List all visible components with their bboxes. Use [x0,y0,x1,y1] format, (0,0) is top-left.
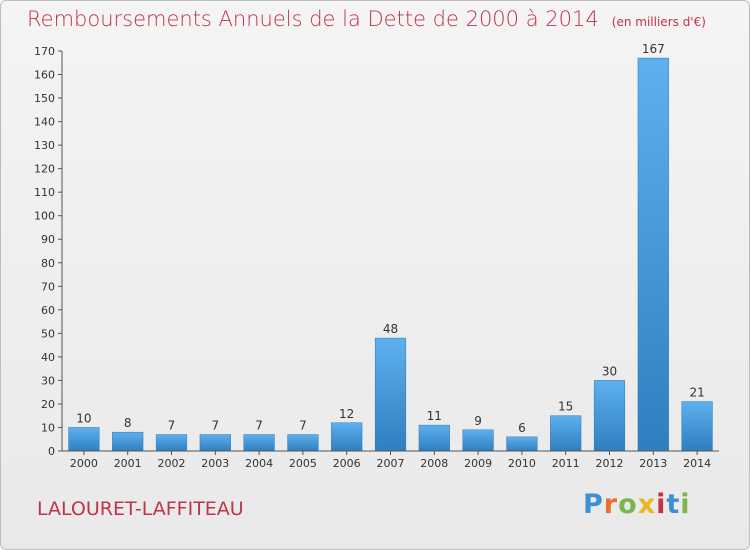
x-tick-label: 2009 [464,457,492,470]
y-tick-label: 30 [41,374,55,387]
y-tick-label: 100 [34,210,55,223]
y-tick-label: 140 [34,116,55,129]
y-tick-label: 80 [41,257,55,270]
x-tick-label: 2005 [289,457,317,470]
logo-letter: o [618,489,638,520]
commune-name: LALOURET-LAFFITEAU [37,498,244,520]
bar-value-label: 7 [299,419,307,433]
x-tick-label: 2004 [245,457,273,470]
x-tick-label: 2007 [377,457,405,470]
x-tick-label: 2012 [596,457,624,470]
y-tick-label: 50 [41,327,55,340]
x-tick-label: 2013 [639,457,667,470]
x-tick-label: 2003 [201,457,229,470]
bar-value-label: 167 [642,42,665,56]
bar [374,337,407,452]
bar [550,415,582,452]
x-tick-label: 2006 [333,457,361,470]
bar-value-label: 12 [339,407,354,421]
x-tick-label: 2002 [158,457,186,470]
logo-letter: P [583,489,604,520]
y-tick-label: 60 [41,304,55,317]
bar-value-label: 11 [427,409,442,423]
chart-title: Remboursements Annuels de la Dette de 20… [27,7,599,31]
y-tick-label: 0 [48,445,55,458]
y-tick-label: 160 [34,69,55,82]
bar [68,427,100,452]
bar-value-label: 48 [383,322,398,336]
logo-letter: x [637,489,657,520]
proxiti-logo: Proxiti [583,489,691,520]
bar [199,434,231,452]
bar-value-label: 21 [689,386,704,400]
bar [462,429,494,452]
bar [331,422,363,452]
bars: 10 8 7 7 7 7 12 48 11 9 6 15 30 167 21 [68,42,713,452]
bar [506,436,538,452]
x-tick-label: 2001 [114,457,142,470]
bar-value-label: 7 [255,419,263,433]
bar [637,57,669,452]
x-tick-label: 2014 [683,457,711,470]
logo-letter: r [603,489,619,520]
y-tick-label: 170 [34,45,55,58]
x-tick-label: 2008 [420,457,448,470]
y-tick-label: 120 [34,163,55,176]
y-tick-label: 150 [34,92,55,105]
bar [418,424,450,452]
y-axis: 0 10 20 30 40 50 60 70 80 90 100 110 120 130 140 150 160… [34,45,63,458]
x-axis: 2000 2001 2002 2003 2004 2005 2006 2007 2008 2009… [62,450,719,470]
x-tick-label: 2011 [552,457,580,470]
chart-subtitle: (en milliers d'€) [611,15,706,29]
y-tick-label: 130 [34,139,55,152]
logo-letter: t [666,489,681,520]
bar-value-label: 7 [168,419,176,433]
bar-value-label: 15 [558,400,573,414]
bar [593,380,626,452]
logo-letter: i [680,489,691,520]
bar-value-label: 6 [518,421,526,435]
y-tick-label: 110 [34,186,55,199]
y-tick-label: 90 [41,233,55,246]
y-tick-label: 70 [41,280,55,293]
bar [287,434,319,452]
logo-letter: i [656,489,667,520]
y-tick-label: 40 [41,351,55,364]
x-tick-label: 2010 [508,457,536,470]
y-tick-label: 20 [41,398,55,411]
bar [155,434,188,452]
bar-value-label: 7 [211,419,219,433]
bar-value-label: 10 [76,411,91,425]
x-tick-label: 2000 [70,457,98,470]
bar [243,434,275,452]
bar-value-label: 30 [602,364,617,378]
bar-value-label: 8 [124,416,132,430]
bar [112,431,144,452]
chart-title-block: Remboursements Annuels de la Dette de 20… [27,7,706,31]
y-tick-label: 10 [41,421,55,434]
bar [681,401,713,452]
bar-value-label: 9 [474,414,482,428]
